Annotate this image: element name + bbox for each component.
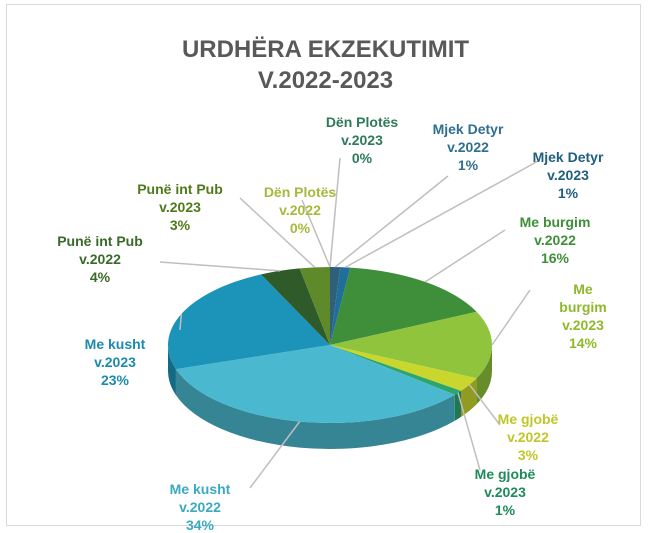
slice (175, 345, 455, 423)
slice (330, 267, 477, 345)
leader-line (457, 392, 481, 471)
slice (261, 268, 330, 345)
chart-frame (6, 4, 641, 526)
data-label: Punë int Pub v.2022 4% (57, 232, 143, 286)
category-label: Mjek Detyr v.2022 (432, 121, 504, 155)
leader-line (301, 199, 331, 268)
value-label: 14% (568, 335, 598, 351)
slice (167, 274, 330, 370)
leader-line (179, 313, 183, 331)
data-label: Me burgim v.2022 16% (520, 213, 591, 267)
leader-line (424, 229, 506, 283)
data-label: Punë int Pub v.2023 3% (137, 180, 223, 234)
value-label: 3% (169, 217, 191, 233)
data-label: Me gjobë v.2022 3% (498, 410, 559, 464)
value-label: 1% (494, 502, 516, 518)
value-label: 1% (557, 185, 579, 201)
data-label: Me kusht v.2023 23% (85, 335, 146, 389)
slice (299, 267, 330, 345)
category-label: Me kusht v.2023 (84, 336, 146, 370)
category-label: Me burgim v.2022 (519, 214, 591, 248)
data-label: Dën Plotës v.2022 0% (264, 183, 336, 237)
category-label: Me gjobë v.2023 (474, 466, 536, 500)
leader-line (344, 159, 541, 269)
category-label: Dën Plotës v.2023 (325, 114, 399, 148)
category-label: Mjek Detyr v.2023 (532, 149, 604, 183)
leader-line (159, 261, 280, 272)
slice-side (175, 369, 455, 450)
leader-line (249, 421, 301, 489)
slice (330, 267, 341, 345)
value-label: 0% (351, 150, 373, 166)
data-label: Me gjobë v.2023 1% (475, 465, 536, 519)
value-label: 34% (185, 517, 215, 533)
slice (330, 345, 477, 391)
category-label: Punë int Pub v.2023 (137, 181, 223, 215)
value-label: 23% (100, 372, 130, 388)
value-label: 1% (457, 157, 479, 173)
value-label: 16% (540, 250, 570, 266)
data-label: Mjek Detyr v.2023 1% (533, 148, 604, 202)
value-label: 3% (517, 447, 539, 463)
data-label: Mjek Detyr v.2022 1% (433, 120, 504, 174)
slice (330, 311, 492, 379)
slice-side (476, 345, 492, 405)
category-label: Dën Plotës v.2022 (263, 184, 337, 218)
data-label: Me burgim v.2023 14% (549, 280, 617, 352)
slice (330, 267, 351, 345)
category-label: Me kusht v.2022 (169, 481, 231, 515)
leader-line (468, 384, 501, 426)
category-label: Me burgim v.2023 (559, 281, 607, 333)
leader-line (491, 289, 531, 346)
slice (330, 345, 462, 395)
chart-title: URDHËRA EKZEKUTIMIT V.2022-2023 (181, 36, 470, 94)
leader-line (239, 197, 316, 268)
leader-line (329, 157, 341, 268)
value-label: 4% (89, 269, 111, 285)
category-label: Me gjobë v.2022 (497, 411, 559, 445)
category-label: Punë int Pub v.2022 (57, 233, 143, 267)
data-label: Me kusht v.2022 34% (170, 480, 231, 533)
value-label: 0% (289, 220, 311, 236)
slice-side (454, 390, 462, 421)
data-label: Dën Plotës v.2023 0% (326, 113, 398, 167)
leader-line (334, 175, 449, 268)
slice-side (168, 345, 176, 396)
